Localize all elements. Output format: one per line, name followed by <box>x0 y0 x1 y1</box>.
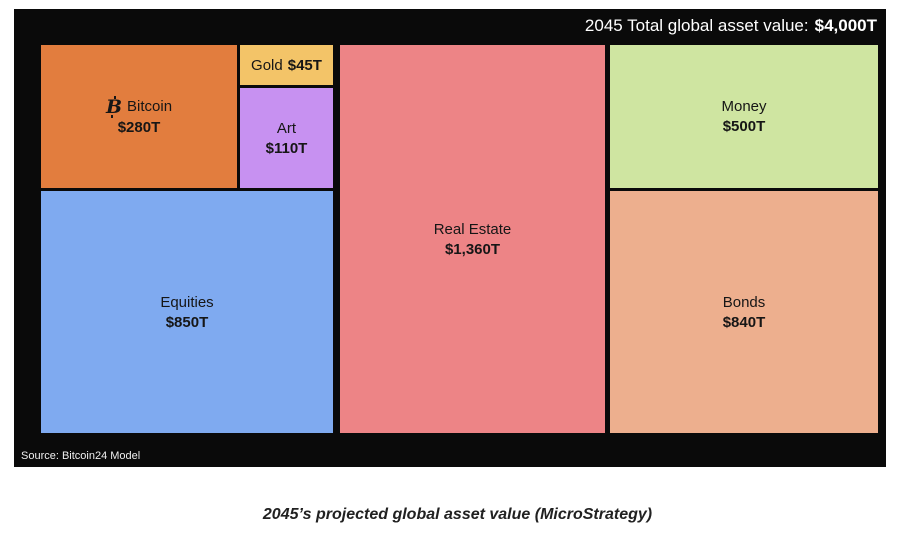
chart-title-text: 2045 Total global asset value: <box>584 16 809 35</box>
treemap-tile-bitcoin: B Bitcoin $280T <box>41 45 237 188</box>
tile-value: $110T <box>265 139 308 157</box>
tile-value: $840T <box>722 313 766 331</box>
treemap-tile-bonds: Bonds $840T <box>610 191 878 433</box>
tile-label: Money <box>721 98 766 115</box>
chart-source: Source: Bitcoin24 Model <box>21 450 141 462</box>
chart-total-value: $4,000T <box>814 16 877 35</box>
tile-label-text: Money <box>721 98 767 115</box>
treemap-tile-gold: Gold $45T <box>240 45 333 85</box>
tile-value: $45T <box>287 56 322 74</box>
tile-label: Bonds <box>723 294 766 311</box>
treemap-tile-equities: Equities $850T <box>41 191 333 433</box>
tile-label: Real Estate <box>434 221 512 238</box>
tile-label-text: Bitcoin <box>127 98 173 115</box>
tile-value: $850T <box>165 313 209 331</box>
treemap-tile-money: Money $500T <box>610 45 878 188</box>
tile-label: Gold $45T <box>251 57 322 74</box>
tile-value: $500T <box>722 118 766 135</box>
treemap-tile-art: Art $110T <box>240 88 333 188</box>
bitcoin-icon: B <box>105 96 123 118</box>
treemap-chart: 2045 Total global asset value: $4,000T B … <box>14 9 886 467</box>
tile-label-text: Art <box>276 119 297 137</box>
tile-label: B Bitcoin <box>105 96 173 118</box>
chart-caption: 2045’s projected global asset value (Mic… <box>262 506 653 523</box>
tile-label: Art <box>277 120 296 137</box>
tile-label-text: Real Estate <box>433 220 512 238</box>
tile-value: $280T <box>117 119 161 136</box>
chart-title: 2045 Total global asset value: $4,000T <box>585 16 877 36</box>
tile-label: Equities <box>160 294 213 311</box>
tile-value: $1,360T <box>444 240 501 258</box>
tile-label-text: Gold <box>251 56 283 74</box>
tile-label-text: Bonds <box>722 293 766 311</box>
tile-label-text: Equities <box>160 293 214 311</box>
treemap-tile-real-estate: Real Estate $1,360T <box>340 45 605 433</box>
